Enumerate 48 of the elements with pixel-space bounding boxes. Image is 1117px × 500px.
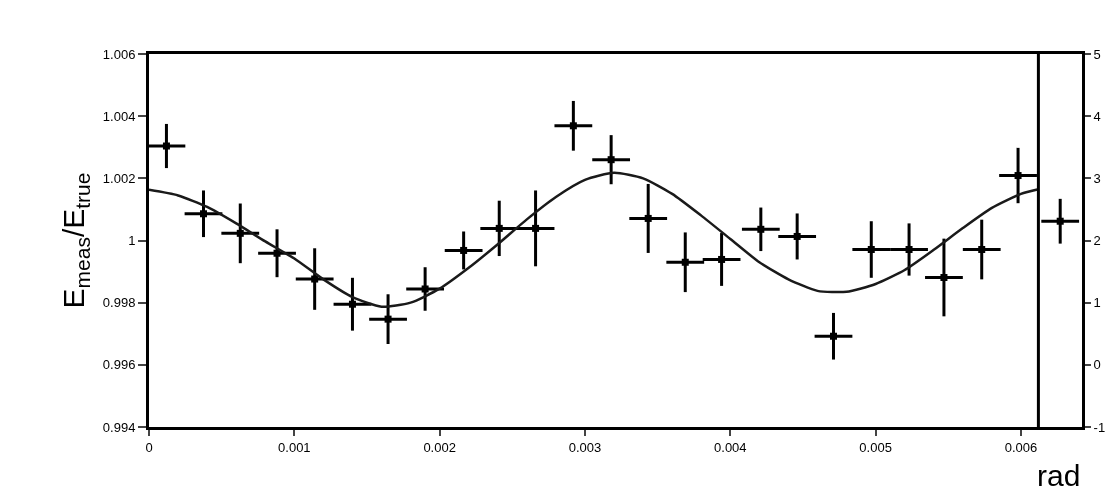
- point: [495, 224, 503, 232]
- y-tick-label: 0.998: [102, 295, 136, 311]
- y2-tick-label: 0: [1093, 357, 1101, 373]
- x-tick-label: 0.003: [568, 439, 602, 455]
- point: [607, 156, 615, 164]
- y2-tick-label: 3: [1093, 170, 1101, 186]
- y2-tick-label: 4: [1093, 108, 1101, 124]
- point: [829, 332, 837, 340]
- x-tick-label: 0.005: [859, 439, 892, 455]
- x-tick-label: 0.004: [714, 439, 747, 455]
- point: [162, 142, 170, 150]
- point: [200, 210, 207, 218]
- y2-tick-label: 1: [1093, 295, 1101, 311]
- y-tick-label: 1: [128, 233, 136, 249]
- x-tick-label: 0: [145, 439, 153, 455]
- y2-tick-label: 5: [1093, 46, 1101, 62]
- point: [460, 246, 468, 254]
- point: [311, 275, 319, 283]
- y2-tick-label: -1: [1093, 419, 1106, 435]
- y-tick-label: 0.994: [102, 419, 136, 435]
- point: [681, 258, 689, 266]
- y-tick-label: 1.002: [102, 170, 136, 186]
- x-tick-label: 0.006: [1004, 439, 1038, 455]
- x-tick-label: 0.002: [423, 439, 456, 455]
- line-series: [149, 171, 1040, 308]
- x-axis-title: rad: [1037, 459, 1081, 492]
- point: [940, 273, 948, 281]
- point: [532, 224, 540, 232]
- point: [644, 214, 652, 222]
- x-tick-label: 0.001: [278, 439, 311, 455]
- point: [793, 232, 801, 240]
- point: [757, 225, 765, 233]
- point: [384, 315, 392, 323]
- point: [273, 249, 281, 257]
- point: [718, 255, 726, 263]
- point: [569, 122, 577, 130]
- y-tick-label: 0.996: [102, 357, 136, 373]
- y2-tick-label: 2: [1093, 233, 1101, 249]
- point: [905, 246, 913, 254]
- y-tick-label: 1.004: [102, 108, 136, 124]
- y-tick-label: 1.006: [102, 46, 136, 62]
- point: [978, 246, 986, 254]
- point: [1014, 172, 1022, 180]
- point: [421, 285, 429, 293]
- point: [236, 229, 244, 237]
- point: [1056, 217, 1064, 225]
- point: [348, 300, 356, 308]
- point: [867, 246, 875, 254]
